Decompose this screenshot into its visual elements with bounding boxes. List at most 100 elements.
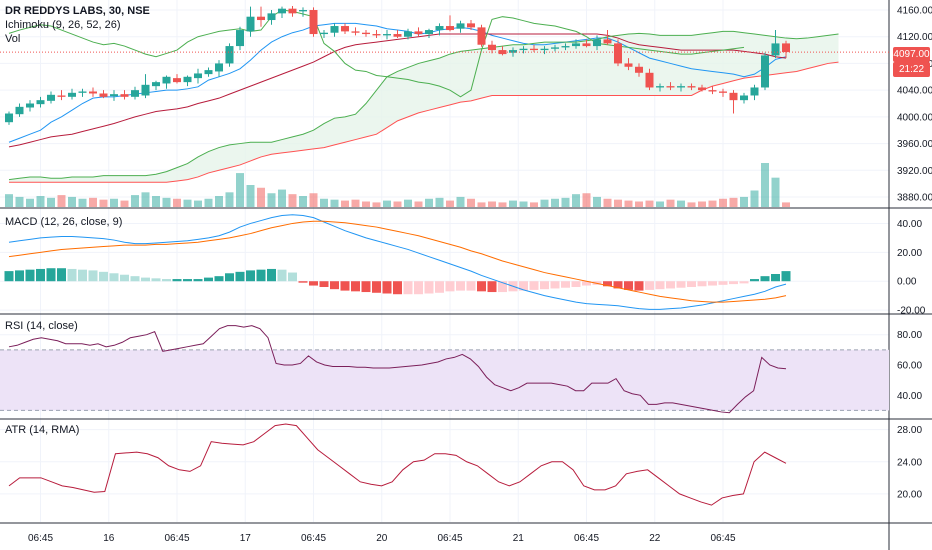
candle-body (383, 34, 391, 36)
price-axis-label: -20.00 (897, 306, 926, 317)
macd-histogram-bar (498, 281, 507, 293)
macd-histogram-bar (141, 277, 150, 282)
volume-bar (278, 189, 286, 207)
volume-bars (5, 163, 790, 207)
macd-histogram-bar (78, 269, 87, 282)
candle-body (173, 78, 181, 83)
candle-body (341, 26, 349, 32)
candle-body (362, 32, 370, 35)
atr-legend[interactable]: ATR (14, RMA) (5, 424, 80, 436)
volume-bar (456, 196, 465, 207)
volume-bar (236, 173, 244, 207)
macd-histogram-bar (46, 268, 56, 282)
volume-bar (393, 201, 402, 207)
candle-body (299, 10, 307, 12)
candle-body (288, 8, 297, 14)
volume-bar (603, 198, 612, 207)
time-axis-label: 06:45 (164, 533, 189, 544)
countdown-badge: 21:22 (893, 62, 930, 77)
volume-bar (656, 201, 664, 207)
price-axis-label: 80.00 (897, 330, 922, 341)
candle-body (372, 34, 381, 36)
macd-histogram-bar (760, 276, 770, 282)
macd-histogram-bar (739, 281, 749, 284)
ichimoku-legend[interactable]: Ichimoku (9, 26, 52, 26) (5, 19, 121, 31)
volume-legend[interactable]: Vol (5, 33, 21, 45)
candle-body (257, 16, 265, 21)
macd-legend[interactable]: MACD (12, 26, close, 9) (5, 216, 123, 228)
volume-bar (225, 192, 234, 207)
macd-histogram-bar (25, 269, 35, 282)
rsi-legend[interactable]: RSI (14, close) (5, 320, 78, 332)
volume-bar (677, 200, 685, 207)
volume-bar (15, 196, 24, 207)
macd-histogram-bar (655, 281, 665, 290)
rsi-band (0, 349, 889, 411)
macd-histogram-bar (193, 279, 203, 282)
candle-body (698, 87, 706, 91)
price-axis-label: 40.00 (897, 391, 922, 402)
volume-bar (288, 194, 297, 207)
volume-bar (404, 199, 412, 207)
volume-bar (698, 201, 706, 207)
volume-bar (572, 194, 580, 207)
candle-body (47, 94, 55, 101)
time-axis-label: 20 (376, 533, 388, 544)
candle-body (152, 82, 160, 87)
macd-histogram-bar (781, 271, 791, 282)
volume-bar (425, 198, 433, 207)
macd-histogram-bar (666, 281, 675, 289)
macd-histogram-bar (424, 281, 434, 294)
volume-bar (383, 200, 391, 207)
volume-bar (761, 163, 769, 207)
macd-histogram-bar (697, 281, 707, 287)
macd-histogram-bar (771, 274, 780, 282)
price-axis-label: 20.00 (897, 489, 922, 500)
candle-body (162, 76, 171, 84)
volume-bar (435, 197, 444, 207)
volume-bar (309, 193, 318, 207)
macd-histogram-bar (676, 281, 686, 288)
candle-body (467, 23, 475, 28)
volume-bar (78, 198, 87, 207)
macd-histogram-bar (309, 281, 318, 286)
macd-histogram-bar (445, 281, 455, 292)
volume-bar (204, 198, 213, 207)
volume-bar (740, 196, 748, 207)
candle-body (719, 91, 727, 93)
candle-body (729, 92, 738, 101)
candle-body (131, 90, 139, 97)
macd-histogram-bar (645, 281, 654, 290)
candle-body (456, 23, 465, 29)
volume-bar (162, 197, 171, 207)
macd-histogram-bar (183, 279, 192, 282)
volume-bar (341, 200, 349, 207)
candle-body (782, 43, 790, 53)
volume-bar (89, 197, 97, 207)
candle-body (488, 44, 496, 51)
macd-histogram-bar (57, 268, 66, 282)
volume-bar (488, 201, 496, 207)
macd-histogram-bar (393, 281, 402, 295)
volume-bar (299, 196, 307, 207)
price-axis-label: 3920.00 (897, 166, 932, 177)
macd-histogram-bar (246, 270, 255, 282)
macd-histogram-bar (99, 271, 108, 282)
ichimoku-cloud (9, 31, 839, 183)
candle-body (593, 39, 601, 47)
volume-bar (330, 199, 339, 207)
candle-body (519, 48, 528, 51)
candle-body (393, 34, 402, 37)
volume-bar (771, 177, 780, 207)
macd-histogram-bar (550, 281, 560, 289)
price-axis-label: 4040.00 (897, 86, 932, 97)
price-axis-label: 3960.00 (897, 139, 932, 150)
candle-body (740, 95, 748, 101)
candle-body (78, 91, 87, 93)
candlesticks (5, 6, 790, 125)
candle-body (15, 106, 24, 115)
candle-body (561, 46, 570, 48)
price-axis-label: 4160.00 (897, 6, 932, 17)
